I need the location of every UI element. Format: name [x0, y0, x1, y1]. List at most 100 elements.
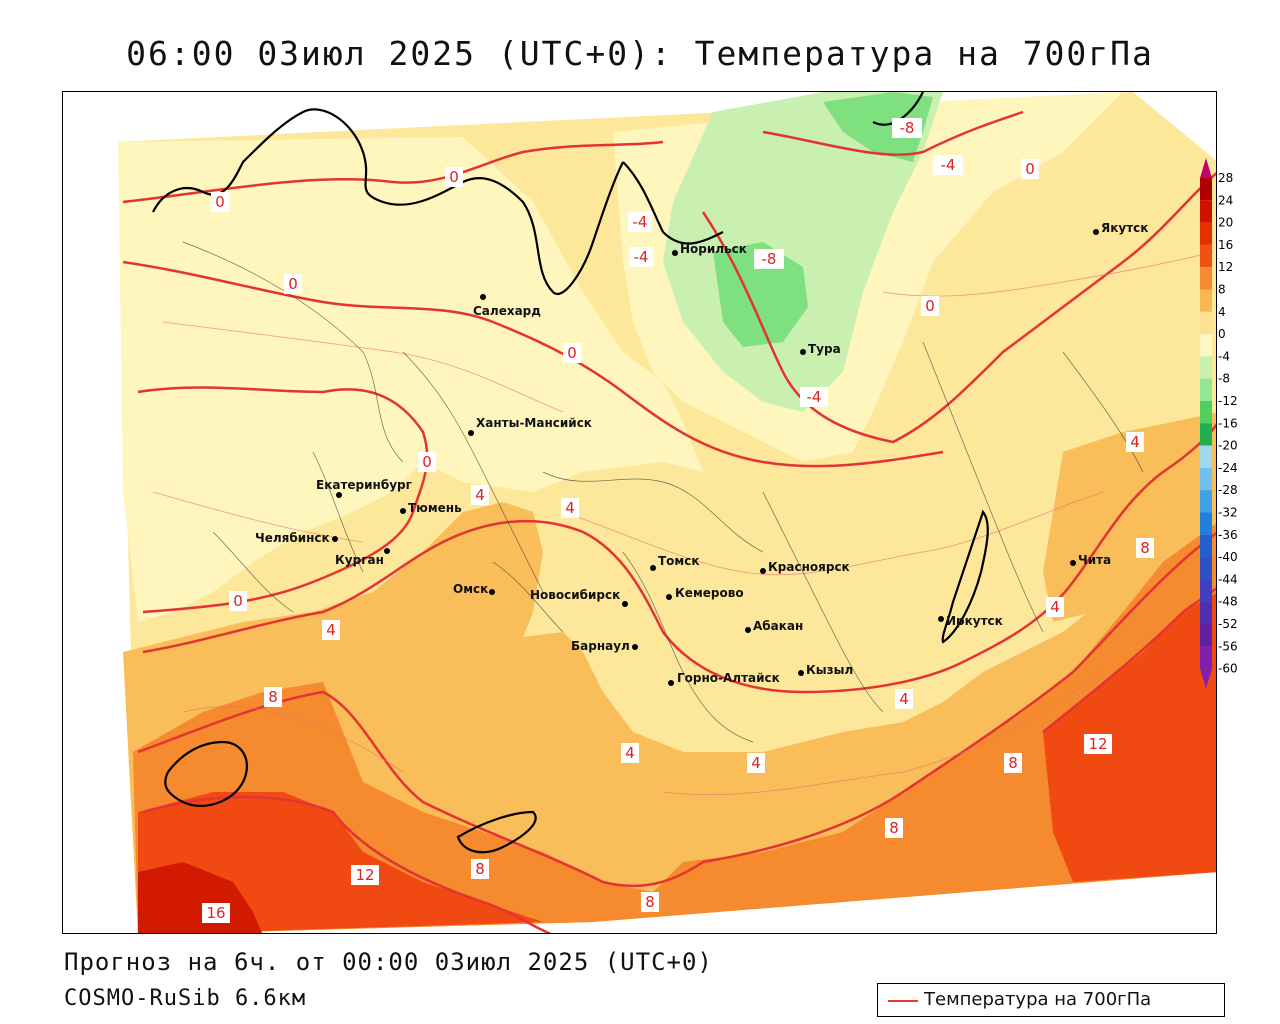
colorbar-tick-label: 12 — [1218, 260, 1233, 274]
city-chita: Чита — [1070, 553, 1111, 567]
svg-text:4: 4 — [565, 499, 575, 517]
iso-label: -4 — [800, 387, 828, 407]
iso-label: 4 — [471, 485, 489, 505]
zone-12-16-southeast — [1043, 593, 1216, 882]
svg-text:Тура: Тура — [808, 342, 841, 356]
colorbar-swatch — [1200, 423, 1212, 446]
svg-text:8: 8 — [268, 688, 278, 706]
colorbar-tick-label: -36 — [1218, 528, 1238, 542]
iso-label: 16 — [202, 903, 230, 923]
svg-text:0: 0 — [925, 297, 935, 315]
iso-label: 0 — [921, 296, 939, 316]
svg-text:Абакан: Абакан — [753, 619, 803, 633]
iso-label: 4 — [621, 743, 639, 763]
region-borders — [182, 241, 1144, 743]
colorbar-tick-label: 8 — [1218, 283, 1226, 297]
svg-text:Ханты-Мансийск: Ханты-Мансийск — [476, 416, 592, 430]
iso-label: 8 — [1136, 538, 1154, 558]
svg-text:Челябинск: Челябинск — [255, 531, 330, 545]
iso-label: -4 — [933, 155, 963, 175]
svg-text:8: 8 — [889, 819, 899, 837]
svg-text:Горно-Алтайск: Горно-Алтайск — [677, 671, 780, 685]
city-yekaterinburg: Екатеринбург — [316, 478, 412, 498]
svg-text:0: 0 — [567, 344, 577, 362]
city-norilsk: Норильск — [672, 242, 747, 256]
colorbar-swatch — [1200, 356, 1212, 379]
colorbar-swatch — [1200, 490, 1212, 513]
colorbar-tick-label: -20 — [1218, 439, 1238, 453]
colorbar-swatch — [1200, 601, 1212, 624]
iso-label: 4 — [1126, 432, 1144, 452]
svg-text:0: 0 — [1025, 160, 1035, 178]
colorbar-swatch — [1200, 512, 1212, 535]
thin-contour-lines — [152, 251, 1214, 796]
zone-minus4-0-west — [118, 137, 703, 622]
colorbar-swatch — [1200, 646, 1212, 669]
zone-16-plus — [138, 862, 263, 933]
colorbar-tick-label: -24 — [1218, 461, 1238, 475]
colorbar-tick-label: -8 — [1218, 372, 1230, 386]
city-tura: Тура — [800, 342, 841, 356]
legend-line-swatch — [888, 1000, 918, 1002]
iso-label: 8 — [641, 892, 659, 912]
svg-text:0: 0 — [449, 168, 459, 186]
colorbar-tick-label: 0 — [1218, 327, 1226, 341]
svg-text:4: 4 — [751, 754, 761, 772]
city-kurgan: Курган — [335, 548, 390, 567]
svg-text:4: 4 — [1130, 433, 1140, 451]
svg-text:16: 16 — [206, 904, 225, 922]
iso-label: 12 — [351, 865, 379, 885]
iso-label: 0 — [229, 591, 247, 611]
colorbar-swatch — [1200, 467, 1212, 491]
iso-label: 4 — [747, 753, 765, 773]
iso-label: 8 — [885, 818, 903, 838]
colorbar-legend: 28 24 20 16 12 8 4 0 -4 -8 -12 -16 -20 -24 -28 -32 -36 -4… — [1200, 158, 1238, 688]
city-tyumen: Тюмень — [400, 501, 462, 515]
colorbar-swatch — [1200, 445, 1212, 468]
colorbar-tick-label: -16 — [1218, 416, 1238, 430]
svg-text:Омск: Омск — [453, 582, 488, 596]
svg-text:Тюмень: Тюмень — [408, 501, 462, 515]
svg-text:-4: -4 — [634, 248, 649, 266]
city-khanty-mansiysk: Ханты-Мансийск — [468, 416, 592, 436]
map-title: 06:00 03июл 2025 (UTC+0): Температура на… — [126, 34, 1154, 73]
colorbar-bottom-arrow — [1200, 668, 1212, 688]
city-gorno-altaysk: Горно-Алтайск — [668, 671, 780, 686]
city-chelyabinsk: Челябинск — [255, 531, 338, 545]
iso-label: 0 — [418, 452, 436, 472]
zone-green-cold-2 — [823, 92, 933, 162]
city-salekhard: Салехард — [473, 294, 541, 318]
colorbar-tick-label: -32 — [1218, 506, 1238, 520]
city-barnaul: Барнаул — [571, 639, 638, 653]
svg-text:8: 8 — [1140, 539, 1150, 557]
colorbar-tick-label: 4 — [1218, 305, 1226, 319]
iso-label: 0 — [284, 274, 302, 294]
colorbar-swatch — [1200, 401, 1212, 424]
colorbar-tick-label: -28 — [1218, 483, 1238, 497]
svg-text:12: 12 — [1088, 735, 1107, 753]
city-irkutsk: Иркутск — [938, 614, 1003, 628]
svg-text:Кызыл: Кызыл — [806, 663, 853, 677]
iso-label: 0 — [563, 343, 581, 363]
colorbar-tick-label: -4 — [1218, 349, 1230, 363]
iso-label: 12 — [1084, 734, 1112, 754]
forecast-info: Прогноз на 6ч. от 00:00 03июл 2025 (UTC+… — [64, 948, 713, 976]
svg-text:4: 4 — [1050, 598, 1060, 616]
iso-label: 8 — [264, 687, 282, 707]
iso-label: 8 — [1004, 753, 1022, 773]
colorbar-swatch — [1200, 579, 1212, 602]
iso-label: 0 — [1021, 159, 1039, 179]
svg-text:Салехард: Салехард — [473, 304, 541, 318]
svg-text:Норильск: Норильск — [680, 242, 747, 256]
colorbar-tick-label: -56 — [1218, 639, 1238, 653]
city-omsk: Омск — [453, 582, 495, 596]
map-area: -8 -8 -4 -4 -4 -4 0 0 0 0 0 0 0 0 4 4 4 … — [62, 91, 1217, 934]
svg-text:0: 0 — [233, 592, 243, 610]
svg-text:8: 8 — [475, 860, 485, 878]
colorbar-swatch — [1200, 311, 1212, 335]
colorbar-swatch — [1200, 267, 1212, 290]
svg-text:-8: -8 — [762, 250, 777, 268]
iso-label: -4 — [629, 247, 653, 267]
colorbar-swatch — [1200, 289, 1212, 312]
temperature-map: -8 -8 -4 -4 -4 -4 0 0 0 0 0 0 0 0 4 4 4 … — [118, 92, 1216, 933]
